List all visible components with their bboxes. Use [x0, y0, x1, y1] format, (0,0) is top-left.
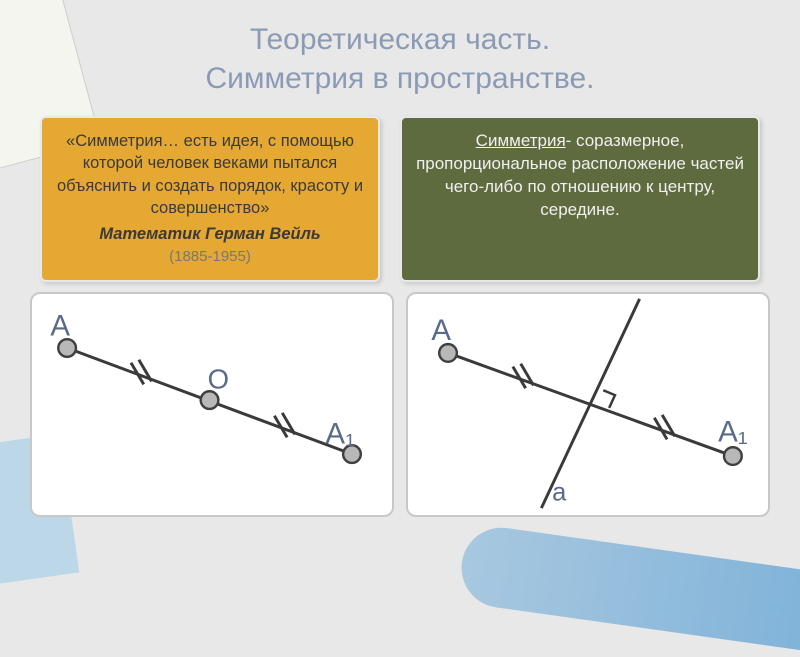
slide-title: Теоретическая часть. Симметрия в простра…	[30, 20, 770, 98]
diagram1-svg: A O A₁	[32, 294, 392, 515]
diagram-central-symmetry: A O A₁	[30, 292, 394, 517]
quote-years: (1885-1955)	[56, 247, 364, 267]
title-line2: Симметрия в пространстве.	[205, 62, 594, 95]
quote-author: Математик Герман Вейль	[56, 223, 364, 245]
bg-pencil-decoration	[456, 523, 800, 657]
label-o: O	[208, 363, 229, 394]
definition-box: Симметрия- соразмерное, пропорциональное…	[400, 116, 760, 282]
definition-term: Симметрия	[476, 131, 566, 150]
label-line-a: a	[552, 478, 567, 506]
right-angle-mark	[603, 390, 615, 408]
label-a: A	[431, 314, 451, 347]
text-boxes-row: «Симметрия… есть идея, с помощью которой…	[30, 116, 770, 282]
definition-text: - соразмерное, пропорциональное располож…	[416, 131, 744, 219]
slide-content: Теоретическая часть. Симметрия в простра…	[0, 0, 800, 537]
diagram2-svg: A A₁ a	[408, 294, 768, 515]
diagram-axial-symmetry: A A₁ a	[406, 292, 770, 517]
diagrams-row: A O A₁	[30, 292, 770, 517]
point-a1	[724, 447, 742, 465]
label-a: A	[50, 309, 70, 342]
quote-text: «Симметрия… есть идея, с помощью которой…	[56, 130, 364, 219]
label-a1: A₁	[718, 415, 748, 448]
label-a1: A₁	[325, 417, 355, 450]
diagram2-segment	[448, 353, 733, 456]
title-line1: Теоретическая часть.	[250, 23, 550, 56]
quote-box: «Симметрия… есть идея, с помощью которой…	[40, 116, 380, 282]
